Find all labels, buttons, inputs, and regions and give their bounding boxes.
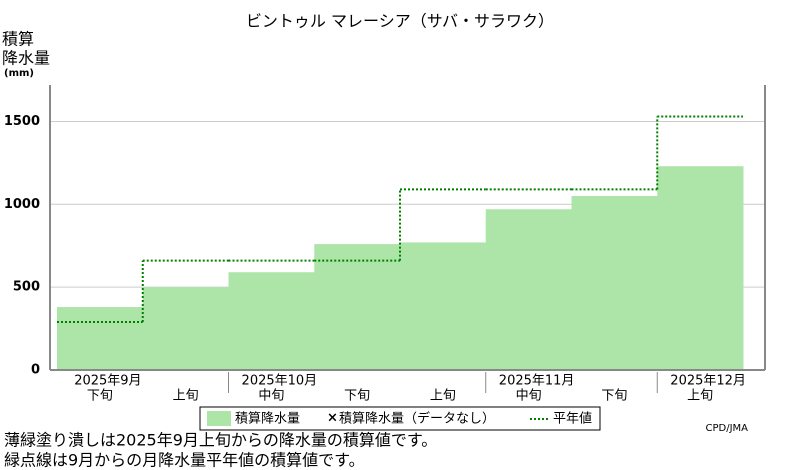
legend-label: 平年値 [553, 411, 592, 427]
bar [142, 287, 229, 370]
x-tick-label: 上旬 [430, 389, 456, 404]
y-tick-label: 500 [13, 280, 40, 295]
legend-label: 積算降水量 [235, 412, 300, 427]
x-tick-label: 中旬 [258, 389, 284, 404]
y-tick-label: 0 [31, 363, 40, 378]
legend-box [199, 406, 601, 431]
bar [228, 272, 315, 370]
y-axis-label: 降水量 [2, 49, 50, 68]
bar [314, 244, 401, 370]
note: 薄緑塗り潰しは2025年9月上旬からの降水量の積算値です。 [4, 431, 437, 450]
x-tick-label: 中旬 [516, 389, 542, 404]
month-label: 2025年12月 [670, 374, 746, 389]
bar [657, 166, 744, 370]
bar [571, 196, 658, 370]
credit: CPD/JMA [706, 423, 749, 434]
chart-title: ビントゥル マレーシア（サバ・サラワク） [246, 12, 554, 31]
month-label: 2025年11月 [499, 374, 575, 389]
x-tick-label: 下旬 [344, 389, 370, 404]
x-tick-label: 上旬 [687, 389, 713, 404]
month-label: 2025年9月 [74, 374, 141, 389]
x-tick-label: 下旬 [601, 389, 627, 404]
y-tick-label: 1500 [4, 114, 40, 129]
y-tick-label: 1000 [4, 197, 40, 212]
bar [400, 242, 487, 370]
legend-label: 積算降水量（データなし） [339, 411, 495, 427]
bar [57, 307, 144, 370]
legend-marker: × [327, 411, 338, 426]
x-tick-label: 下旬 [87, 389, 113, 404]
y-axis-label: (mm) [4, 68, 34, 79]
y-axis-label: 積算 [2, 30, 34, 49]
month-label: 2025年10月 [242, 374, 318, 389]
x-tick-label: 上旬 [173, 389, 199, 404]
note: 緑点線は9月からの月降水量平年値の積算値です。 [4, 451, 365, 470]
bar [485, 209, 572, 370]
legend-swatch [207, 411, 231, 426]
